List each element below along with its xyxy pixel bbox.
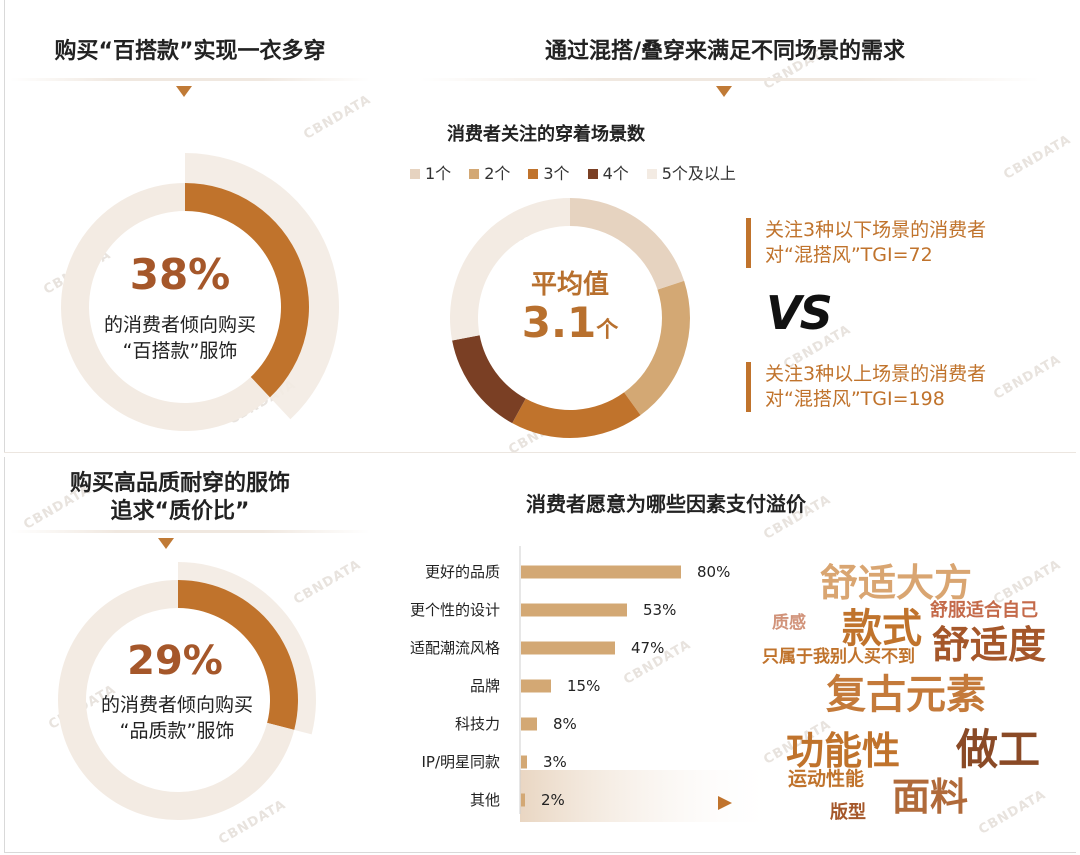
bar-category-label-2: 更个性的设计 <box>410 601 500 619</box>
tgi-box-above3: 关注3种以上场景的消费者 对“混搭风”TGI=198 <box>746 362 986 412</box>
legend-item-2: 2个 <box>469 160 510 184</box>
scene-avg-number: 3.1 <box>521 298 597 347</box>
word-cloud-word-4: 舒服适合自己 <box>930 600 1038 621</box>
premium-bar-chart: 更好的品质 80% 更个性的设计 53% 适配潮流风格 47% 品牌 15% 科技力 8% IP/明… <box>410 546 780 822</box>
vs-label: VS <box>766 286 833 340</box>
word-cloud-word-3: 款式 <box>842 606 922 652</box>
bar-category-label-1: 更好的品质 <box>425 563 500 581</box>
scene-donut-slice-3 <box>512 392 641 439</box>
bottom-left-title-line1: 购买高品质耐穿的服饰 <box>69 471 290 496</box>
bar-3 <box>521 641 615 655</box>
legend-label-4: 4个 <box>602 164 629 183</box>
word-cloud-word-5: 舒适度 <box>932 623 1047 667</box>
top-right-title: 通过混搭/叠穿来满足不同场景的需求 <box>544 39 906 64</box>
bar-category-label-7: 其他 <box>470 791 500 809</box>
word-cloud-word-12: 版型 <box>830 802 866 823</box>
donut1-slice-1 <box>185 183 309 398</box>
other-row-highlight <box>520 770 780 822</box>
legend-swatch-4 <box>587 169 598 179</box>
tgi-box-above3-line2: 对“混搭风”TGI=198 <box>765 388 945 410</box>
donut-chart-scenes <box>450 198 690 439</box>
bar-value-label-7: 2% <box>541 791 565 809</box>
word-cloud-word-1: 舒适大方 <box>820 561 973 605</box>
legend-item-1: 1个 <box>410 160 451 184</box>
donut1-caption: 的消费者倾向购买 “百搭款”服饰 <box>75 312 285 364</box>
donut2-caption-line2: “品质款”服饰 <box>119 720 235 742</box>
top-left-title: 购买“百搭款”实现一衣多穿 <box>54 39 326 64</box>
word-cloud-word-8: 功能性 <box>786 729 901 773</box>
bar-1 <box>521 565 681 579</box>
bottom-left-title-underline <box>10 530 370 533</box>
bar-category-label-3: 适配潮流风格 <box>410 639 500 657</box>
tgi-box-above3-line1: 关注3种以上场景的消费者 <box>765 363 987 385</box>
section-divider <box>4 452 1076 457</box>
legend-label-2: 2个 <box>484 164 511 183</box>
bottom-left-title-arrow <box>158 538 174 549</box>
legend-item-5: 5个及以上 <box>646 160 736 184</box>
donut2-percent: 29% <box>127 638 223 684</box>
page-frame <box>4 0 1076 853</box>
bar-value-label-1: 80% <box>697 563 730 581</box>
donut2-highlight-rim <box>178 562 316 735</box>
play-arrow-icon <box>718 796 732 810</box>
bar-value-label-3: 47% <box>631 639 664 657</box>
legend-swatch-1 <box>410 169 420 179</box>
scene-avg-value: 3.1个 <box>490 298 650 347</box>
bar-category-label-5: 科技力 <box>455 715 500 733</box>
scene-donut-slice-4 <box>452 335 526 424</box>
donut-chart-quality <box>58 562 316 820</box>
word-cloud-word-6: 只属于我别人买不到 <box>762 647 915 667</box>
legend-label-3: 3个 <box>543 164 570 183</box>
word-cloud-word-11: 面料 <box>892 775 969 819</box>
tgi-box-below3: 关注3种以下场景的消费者 对“混搭风”TGI=72 <box>746 218 986 268</box>
bottom-left-title-line2: 追求“质价比” <box>110 499 250 524</box>
bar-4 <box>521 679 551 693</box>
top-right-title-underline <box>420 78 1040 81</box>
legend-item-4: 4个 <box>587 160 629 184</box>
legend-swatch-5 <box>646 169 657 179</box>
legend-label-1: 1个 <box>425 164 452 183</box>
donut1-slice-2 <box>60 183 270 431</box>
word-cloud-word-2: 质感 <box>772 613 806 633</box>
tgi-box-below3-line2: 对“混搭风”TGI=72 <box>765 244 933 266</box>
scene-avg-label: 平均值 <box>530 270 609 300</box>
bar-value-label-2: 53% <box>643 601 676 619</box>
word-cloud-word-10: 运动性能 <box>788 768 865 790</box>
scene-subtitle: 消费者关注的穿着场景数 <box>447 124 645 145</box>
legend-label-5: 5个及以上 <box>661 164 736 183</box>
tgi-box-below3-line1: 关注3种以下场景的消费者 <box>765 219 987 241</box>
bar-5 <box>521 717 537 731</box>
bar-2 <box>521 603 627 617</box>
bar-value-label-4: 15% <box>567 677 600 695</box>
top-right-title-arrow <box>716 86 732 97</box>
donut2-caption-line1: 的消费者倾向购买 <box>100 694 253 716</box>
bar-7 <box>521 793 525 807</box>
legend-item-3: 3个 <box>528 160 570 184</box>
donut1-caption-line1: 的消费者倾向购买 <box>103 314 256 336</box>
donut2-slice-1 <box>178 580 298 730</box>
donut-chart-baida <box>60 153 339 431</box>
premium-chart-title: 消费者愿意为哪些因素支付溢价 <box>526 492 806 516</box>
scene-avg-unit: 个 <box>596 318 619 343</box>
donut2-caption: 的消费者倾向购买 “品质款”服饰 <box>72 692 282 744</box>
bar-category-label-6: IP/明星同款 <box>421 753 500 771</box>
word-cloud-word-9: 做工 <box>956 725 1041 774</box>
scene-donut-slice-1 <box>570 198 685 290</box>
donut1-caption-line2: “百搭款”服饰 <box>122 340 238 362</box>
bar-6 <box>521 755 527 769</box>
donut1-highlight-rim <box>185 153 339 420</box>
top-left-title-arrow <box>176 86 192 97</box>
scene-donut-slice-5 <box>450 198 570 341</box>
scene-donut-slice-2 <box>624 280 690 416</box>
bottom-left-title: 购买高品质耐穿的服饰 追求“质价比” <box>30 470 330 526</box>
legend-swatch-2 <box>469 169 480 179</box>
legend-swatch-3 <box>528 169 539 179</box>
top-left-title-underline <box>10 78 370 81</box>
bar-value-label-6: 3% <box>543 753 567 771</box>
bar-category-label-4: 品牌 <box>470 677 500 695</box>
word-cloud-word-7: 复古元素 <box>826 672 986 718</box>
scene-legend: 1个 2个 3个 4个 5个及以上 <box>410 160 754 184</box>
bar-value-label-5: 8% <box>553 715 577 733</box>
donut1-percent: 38% <box>129 250 231 299</box>
